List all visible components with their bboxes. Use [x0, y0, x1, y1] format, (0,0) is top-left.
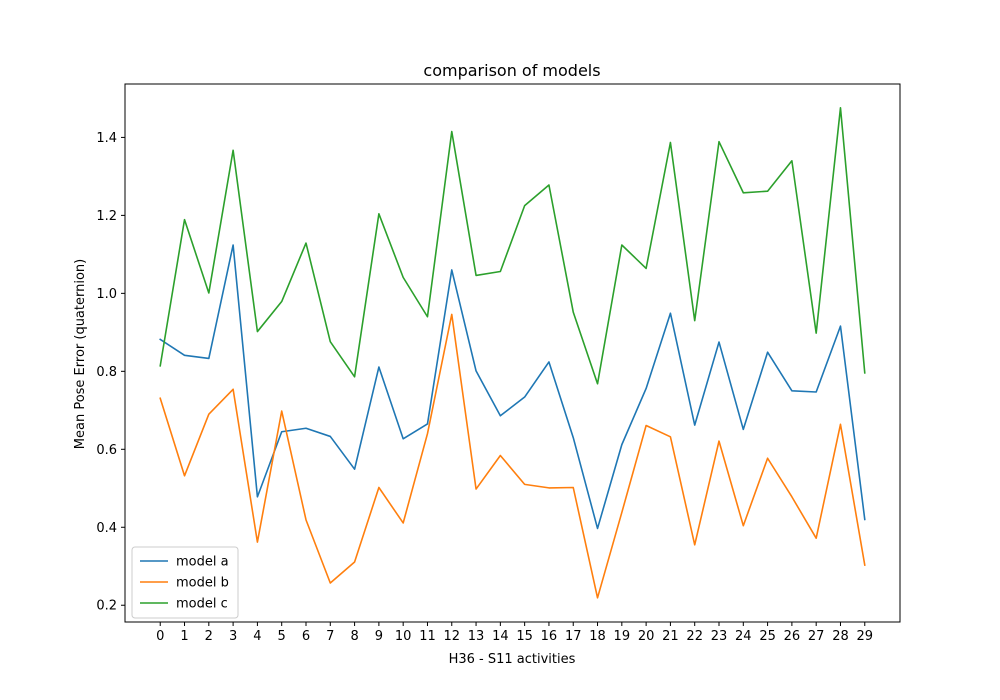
x-tick-label: 0 [156, 629, 164, 644]
y-tick-label: 1.2 [96, 209, 117, 224]
x-tick-label: 22 [686, 629, 703, 644]
y-axis-ticks: 0.2 0.4 0.6 0.8 1.0 1.2 1.4 [96, 131, 125, 614]
x-tick-label: 1 [180, 629, 188, 644]
x-tick-label: 16 [541, 629, 558, 644]
y-tick-label: 0.2 [96, 599, 117, 614]
plot-area [125, 84, 900, 622]
x-tick-label: 29 [856, 629, 873, 644]
x-tick-label: 23 [711, 629, 728, 644]
axes-frame [124, 83, 901, 623]
x-tick-label: 17 [565, 629, 582, 644]
x-tick-label: 24 [735, 629, 752, 644]
series-line-model-c [159, 106, 866, 385]
x-tick-label: 19 [614, 629, 631, 644]
x-tick-label: 18 [589, 629, 606, 644]
y-tick-label: 0.6 [96, 443, 117, 458]
x-tick-label: 20 [638, 629, 655, 644]
legend-entry-label: model b [176, 576, 229, 591]
x-tick-label: 28 [832, 629, 849, 644]
chart-title: comparison of models [423, 61, 600, 80]
x-axis-ticks: 0 1 2 3 4 5 6 7 8 9 10 11 12 13 14 15 16 17 18 19 20 21 22 23 24… [156, 622, 873, 644]
x-tick-label: 25 [759, 629, 776, 644]
x-tick-label: 2 [205, 629, 213, 644]
legend-entry-label: model c [176, 597, 228, 612]
y-axis-label: Mean Pose Error (quaternion) [73, 259, 88, 449]
series-line-model-a [159, 244, 866, 530]
legend-entry-label: model a [176, 555, 229, 570]
x-tick-label: 15 [516, 629, 533, 644]
x-tick-label: 5 [278, 629, 286, 644]
plot-background [125, 84, 900, 622]
x-tick-label: 13 [468, 629, 485, 644]
y-tick-label: 0.8 [96, 365, 117, 380]
series-line-model-b [159, 313, 866, 599]
x-tick-label: 6 [302, 629, 310, 644]
y-tick-label: 0.4 [96, 521, 117, 536]
legend-box [131, 546, 239, 619]
y-tick-label: 1.4 [96, 131, 117, 146]
x-axis-label: H36 - S11 activities [449, 652, 576, 667]
legend: model a model b model c [131, 546, 239, 619]
x-tick-label: 7 [326, 629, 334, 644]
y-tick-label: 1.0 [96, 287, 117, 302]
x-tick-label: 11 [419, 629, 436, 644]
x-tick-label: 26 [784, 629, 801, 644]
axes [124, 83, 901, 623]
x-tick-label: 4 [253, 629, 261, 644]
series-layer [159, 106, 866, 599]
x-tick-label: 10 [395, 629, 412, 644]
x-tick-label: 9 [375, 629, 383, 644]
x-tick-label: 8 [350, 629, 358, 644]
x-tick-label: 3 [229, 629, 237, 644]
x-tick-label: 21 [662, 629, 679, 644]
x-tick-label: 14 [492, 629, 509, 644]
x-tick-label: 27 [808, 629, 825, 644]
x-tick-label: 12 [443, 629, 460, 644]
